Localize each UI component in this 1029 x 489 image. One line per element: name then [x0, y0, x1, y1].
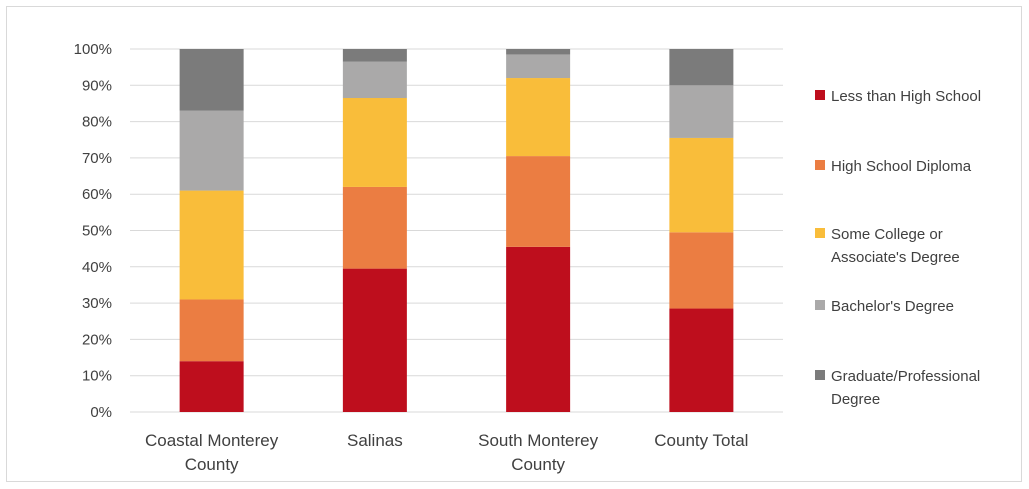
y-tick-label: 40%: [82, 259, 112, 276]
y-tick-label: 60%: [82, 186, 112, 203]
x-axis-category-labels: Coastal Monterey County Salinas South Monte…: [145, 431, 748, 474]
bars: [179, 49, 734, 412]
x-category-label: Salinas: [347, 431, 403, 450]
legend-label: Less than High School: [831, 88, 981, 105]
bar-segment: [669, 85, 734, 138]
legend-label: Associate's Degree: [831, 249, 960, 266]
bar-segment: [669, 137, 734, 233]
legend-label: Degree: [831, 391, 880, 408]
bar-segment: [506, 78, 571, 157]
legend-swatch: [815, 300, 825, 310]
y-tick-label: 50%: [82, 223, 112, 240]
bar-segment: [342, 98, 407, 187]
legend-label: Bachelor's Degree: [831, 298, 954, 315]
y-axis-tick-labels: 0% 10% 20% 30% 40% 50% 60% 70% 80% 90% 100%: [74, 41, 112, 421]
bar-segment: [179, 190, 244, 300]
y-tick-label: 90%: [82, 77, 112, 94]
bar-segment: [506, 246, 571, 412]
legend-label: High School Diploma: [831, 158, 972, 175]
bar-segment: [342, 49, 407, 62]
y-tick-label: 80%: [82, 114, 112, 131]
legend-swatch: [815, 90, 825, 100]
legend-swatch: [815, 370, 825, 380]
legend-label: Graduate/Professional: [831, 368, 980, 385]
y-tick-label: 30%: [82, 295, 112, 312]
bar-segment: [342, 268, 407, 412]
legend-swatch: [815, 160, 825, 170]
legend-swatch: [815, 228, 825, 238]
bar-segment: [179, 49, 244, 111]
x-category-label: County: [185, 455, 239, 474]
bar-segment: [179, 361, 244, 412]
y-tick-label: 0%: [90, 404, 112, 421]
x-category-label: South Monterey: [478, 431, 599, 450]
x-category-label: Coastal Monterey: [145, 431, 279, 450]
y-tick-label: 100%: [74, 41, 112, 58]
x-category-label: County Total: [654, 431, 748, 450]
bar-segment: [669, 232, 734, 309]
y-tick-label: 70%: [82, 150, 112, 167]
x-category-label: County: [511, 455, 565, 474]
legend-label: Some College or: [831, 226, 943, 243]
bar-segment: [506, 156, 571, 247]
bar-segment: [179, 110, 244, 191]
bar-segment: [669, 49, 734, 86]
bar-segment: [342, 61, 407, 99]
bar-segment: [669, 308, 734, 412]
bar-segment: [506, 54, 571, 79]
bar-segment: [342, 186, 407, 269]
y-tick-label: 20%: [82, 331, 112, 348]
bar-segment: [506, 49, 571, 55]
y-tick-label: 10%: [82, 368, 112, 385]
bar-segment: [179, 299, 244, 362]
legend: Less than High School High School Diploma…: [815, 88, 981, 408]
